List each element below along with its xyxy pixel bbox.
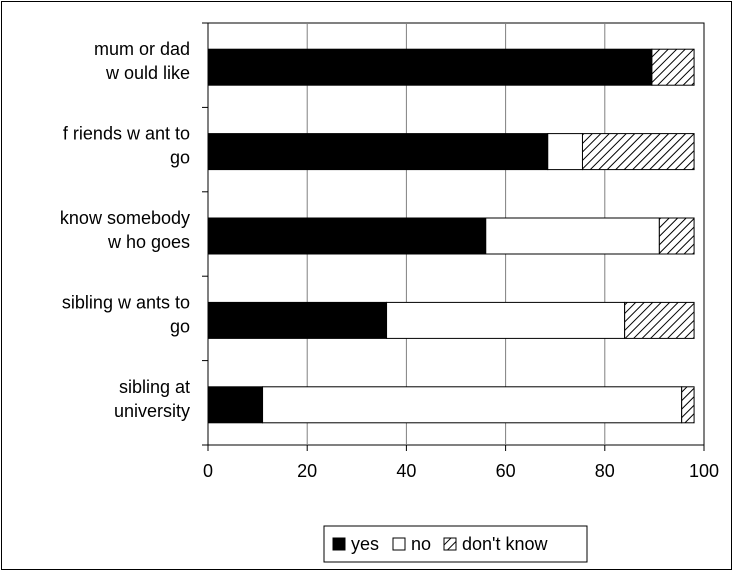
axis-layer (202, 22, 705, 451)
legend-label-yes: yes (351, 534, 379, 554)
legend-swatch-yes (332, 537, 346, 551)
bar-dont-know (581, 133, 695, 171)
bar-dont-know (624, 301, 695, 339)
bar-no (386, 301, 626, 339)
x-tick-label: 0 (203, 461, 213, 481)
bar-dont-know (651, 48, 695, 86)
bar-dont-know (681, 386, 695, 424)
bar-yes (207, 386, 264, 424)
x-tick-label: 80 (595, 461, 615, 481)
legend-swatch-dont-know (443, 537, 457, 551)
labels-layer: 0 20 40 60 80 100 mum or dad w ould like f riend… (60, 39, 719, 481)
bars-layer (207, 48, 695, 424)
bar-dont-know (658, 217, 695, 255)
bar-yes (207, 48, 653, 86)
x-tick-label: 60 (496, 461, 516, 481)
category-label: university (114, 401, 190, 421)
bar-no (547, 133, 583, 171)
legend-label-dont-know: don't know (462, 534, 548, 554)
bar-yes (207, 133, 549, 171)
category-label: go (170, 316, 190, 336)
x-tick-label: 20 (297, 461, 317, 481)
bar-yes (207, 301, 388, 339)
x-tick-label: 100 (689, 461, 719, 481)
legend-label-no: no (411, 534, 431, 554)
category-label: w ho goes (107, 232, 190, 252)
category-label: sibling at (119, 377, 190, 397)
bar-no (262, 386, 683, 424)
category-label: know somebody (60, 208, 190, 228)
legend: yes no don't know (323, 525, 588, 563)
category-label: f riends w ant to (63, 124, 190, 144)
bar-yes (207, 217, 487, 255)
x-tick-label: 40 (396, 461, 416, 481)
grid-layer (207, 22, 705, 446)
category-label: w ould like (105, 63, 190, 83)
bar-no (485, 217, 660, 255)
category-label: sibling w ants to (62, 292, 190, 312)
category-label: go (170, 148, 190, 168)
legend-box (323, 525, 588, 563)
category-label: mum or dad (94, 39, 190, 59)
legend-swatch-no (392, 537, 406, 551)
